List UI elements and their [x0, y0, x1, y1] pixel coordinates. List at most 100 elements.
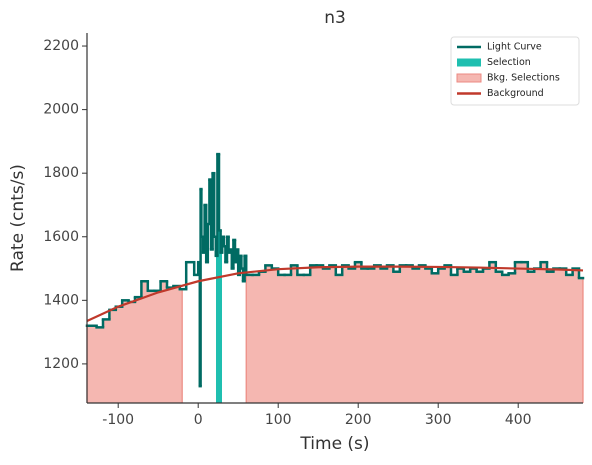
- interval-fill: [534, 268, 541, 403]
- background-line: [86, 265, 584, 322]
- interval-fill: [278, 274, 285, 403]
- interval-fill: [483, 268, 490, 403]
- interval-fill: [173, 286, 181, 403]
- y-tick-label: 1200: [43, 356, 79, 372]
- y-tick-label: 1600: [43, 229, 79, 245]
- interval-fill: [109, 309, 117, 403]
- interval-fill: [451, 274, 458, 403]
- interval-fill: [457, 268, 465, 403]
- interval-fill: [147, 290, 155, 403]
- interval-fill: [179, 289, 183, 403]
- y-axis-label: Rate (cnts/s): [8, 164, 28, 272]
- interval-fill: [271, 268, 279, 403]
- legend-label: Background: [487, 88, 544, 99]
- axes: -100 0 100 200 300 400 1200 1400 1600 1800 2000 220…: [43, 33, 583, 428]
- interval-fill: [540, 262, 548, 403]
- interval-fill: [265, 265, 273, 403]
- interval-fill: [515, 262, 522, 403]
- interval-fill: [154, 290, 161, 403]
- legend-label: Light Curve: [487, 42, 542, 53]
- interval-fill: [425, 268, 433, 403]
- interval-fill: [348, 268, 356, 403]
- interval-fill: [508, 273, 516, 403]
- chart-title: n3: [324, 8, 346, 28]
- interval-fill: [329, 265, 337, 403]
- interval-fill: [502, 274, 509, 403]
- interval-fill: [252, 274, 260, 403]
- interval-fill: [419, 265, 426, 403]
- interval-fill: [361, 268, 369, 403]
- interval-fill: [259, 271, 266, 403]
- interval-fill: [246, 274, 253, 403]
- interval-fill: [87, 325, 97, 403]
- x-tick-label: 300: [425, 412, 452, 428]
- interval-fill: [219, 230, 221, 403]
- interval-fill: [579, 278, 584, 403]
- interval-fill: [215, 255, 218, 403]
- x-tick-label: 200: [345, 412, 372, 428]
- interval-fill: [115, 306, 123, 403]
- interval-fill: [399, 265, 407, 403]
- interval-fill: [297, 274, 305, 403]
- interval-fill: [547, 271, 554, 403]
- interval-fill: [412, 268, 420, 403]
- legend-box: [450, 36, 580, 106]
- interval-fill: [367, 268, 375, 403]
- legend-swatch: [457, 58, 481, 67]
- interval-fill: [489, 262, 497, 403]
- interval-fill: [342, 265, 349, 403]
- fills: [86, 154, 584, 403]
- interval-fill: [167, 287, 174, 403]
- x-tick-label: 0: [194, 412, 203, 428]
- interval-fill: [284, 274, 292, 403]
- interval-fill: [220, 252, 222, 403]
- interval-fill: [444, 265, 452, 403]
- interval-fill: [572, 268, 580, 403]
- interval-fill: [323, 268, 330, 403]
- interval-fill: [495, 271, 503, 403]
- interval-fill: [406, 265, 413, 403]
- interval-fill: [335, 274, 343, 403]
- interval-fill: [135, 297, 142, 403]
- interval-fill: [310, 265, 317, 403]
- interval-fill: [128, 301, 136, 403]
- x-tick-label: -100: [102, 412, 134, 428]
- interval-fill: [141, 281, 149, 403]
- interval-fill: [374, 265, 381, 403]
- interval-fill: [470, 268, 477, 403]
- interval-fill: [96, 327, 104, 403]
- interval-fill: [559, 268, 567, 403]
- y-tick-label: 1800: [43, 165, 79, 181]
- interval-fill: [316, 265, 324, 403]
- interval-fill: [355, 262, 362, 403]
- interval-fill: [380, 268, 388, 403]
- interval-fill: [476, 271, 484, 403]
- interval-fill: [438, 268, 445, 403]
- legend-label: Selection: [487, 57, 531, 68]
- x-tick-label: 400: [505, 412, 532, 428]
- interval-fill: [387, 265, 394, 403]
- interval-fill: [160, 281, 168, 403]
- x-tick-label: 100: [265, 412, 292, 428]
- interval-fill: [303, 274, 311, 403]
- interval-fill: [217, 154, 220, 403]
- interval-fill: [122, 300, 129, 403]
- legend-label: Bkg. Selections: [487, 73, 560, 84]
- interval-fill: [103, 319, 110, 403]
- curves: [85, 152, 585, 388]
- interval-fill: [463, 271, 471, 403]
- interval-fill: [291, 265, 298, 403]
- x-axis-label: Time (s): [299, 434, 369, 454]
- y-tick-label: 2200: [43, 38, 79, 54]
- interval-fill: [431, 273, 439, 403]
- interval-fill: [566, 274, 573, 403]
- interval-fill: [553, 268, 561, 403]
- y-tick-label: 1400: [43, 292, 79, 308]
- legend-swatch: [456, 73, 482, 83]
- interval-fill: [521, 262, 529, 403]
- interval-fill: [393, 271, 401, 403]
- y-tick-label: 2000: [43, 102, 79, 118]
- interval-fill: [527, 271, 535, 403]
